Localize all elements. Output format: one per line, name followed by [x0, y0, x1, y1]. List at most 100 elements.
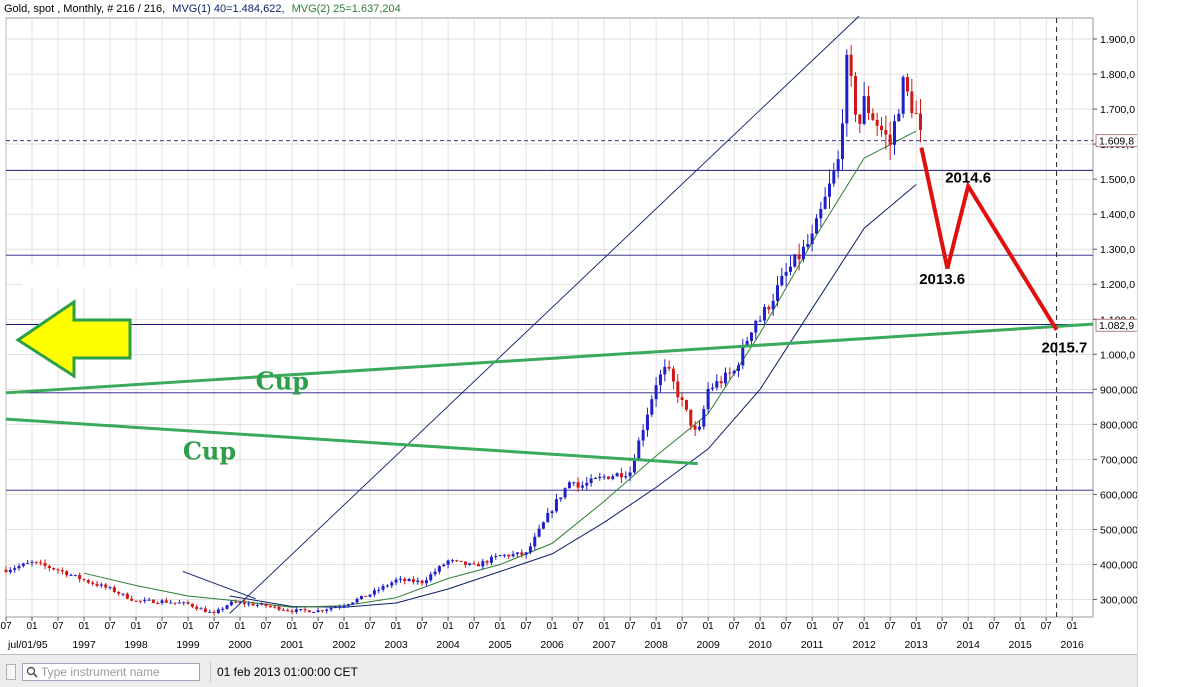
candle — [260, 602, 264, 606]
candle — [364, 595, 368, 597]
candle — [381, 583, 385, 592]
candle-body — [801, 246, 805, 260]
candle — [351, 602, 355, 606]
x-tick-label: 01 — [443, 621, 455, 632]
candle — [251, 601, 255, 606]
candle — [832, 162, 836, 187]
candle — [4, 566, 8, 574]
search-box[interactable] — [22, 663, 200, 681]
candle-body — [242, 602, 246, 605]
x-tick-label: 07 — [52, 621, 64, 632]
candle — [459, 560, 463, 563]
candle-body — [459, 560, 463, 562]
left-arrow-icon — [15, 299, 132, 379]
price-box-label: 1.609,8 — [1099, 136, 1134, 148]
candle — [515, 552, 519, 558]
candle — [164, 597, 168, 604]
y-tick-label: 900,000 — [1100, 384, 1138, 396]
candle-body — [351, 602, 355, 605]
candle — [498, 554, 502, 557]
candle — [494, 553, 498, 560]
candle — [281, 607, 285, 611]
candle — [437, 565, 441, 575]
candle-body — [108, 587, 112, 589]
candle-body — [355, 598, 359, 603]
candle — [229, 600, 233, 607]
candle-body — [520, 552, 524, 555]
candles — [4, 44, 923, 616]
candle — [806, 233, 810, 250]
candle — [199, 607, 203, 610]
candle — [520, 549, 524, 558]
candle — [481, 558, 485, 570]
trend-lines — [182, 15, 860, 614]
candle-body — [502, 554, 506, 556]
instrument-search-input[interactable] — [41, 664, 197, 680]
candle-body — [905, 77, 909, 92]
candle-body — [593, 478, 597, 480]
x-year-label: 2014 — [956, 639, 980, 651]
candle-body — [632, 460, 636, 473]
candle — [749, 331, 753, 346]
candle-body — [342, 605, 346, 607]
candle-body — [897, 113, 901, 122]
candle — [650, 395, 654, 418]
candle-body — [173, 602, 177, 604]
candle-body — [875, 119, 879, 126]
candle-body — [26, 562, 30, 564]
candle-body — [151, 599, 155, 604]
cup-label: Cup — [256, 366, 309, 395]
candle-body — [849, 54, 853, 76]
candle — [429, 571, 433, 583]
candle-body — [489, 556, 493, 563]
candle-body — [229, 601, 233, 606]
candle — [420, 579, 424, 586]
candle — [827, 169, 831, 210]
candlestick-chart[interactable]: 2014.6 2013.6 2015.7 Cup Cup 300,000 400,000 5… — [0, 0, 1195, 654]
candle — [546, 507, 550, 523]
candle — [39, 559, 43, 566]
x-tick-label: 07 — [833, 621, 845, 632]
arrow-shape — [15, 299, 132, 379]
x-tick-label: 07 — [573, 621, 585, 632]
candle-body — [637, 440, 641, 461]
candle-body — [463, 561, 467, 565]
x-tick-label: 07 — [208, 621, 220, 632]
candle-body — [160, 600, 164, 604]
candle-body — [879, 125, 883, 131]
candle — [108, 585, 112, 590]
candle-body — [723, 372, 727, 384]
panel-handle[interactable] — [6, 664, 16, 680]
candle-body — [290, 610, 294, 613]
candle — [385, 584, 389, 588]
candle-body — [533, 536, 537, 547]
candle-body — [654, 385, 658, 400]
candle — [888, 121, 892, 161]
candle-body — [914, 113, 918, 115]
candle — [762, 303, 766, 324]
candle — [433, 568, 437, 577]
search-icon — [26, 666, 38, 678]
candle-body — [225, 605, 229, 609]
candle — [424, 576, 428, 587]
price-axis-panel[interactable] — [1137, 0, 1195, 687]
candle — [346, 603, 350, 608]
candle-body — [697, 426, 701, 430]
legend-mvg2: MVG(2) 25=1.637,204 — [291, 3, 401, 15]
candle-body — [403, 578, 407, 582]
y-tick-label: 300,000 — [1100, 594, 1138, 606]
candle — [277, 605, 281, 612]
candle-body — [143, 599, 147, 601]
candle-body — [871, 113, 875, 120]
y-tick-label: 1.500,0 — [1100, 174, 1135, 186]
candle — [195, 604, 199, 611]
x-tick-label: 07 — [625, 621, 637, 632]
candle-body — [34, 561, 38, 563]
candle — [143, 597, 147, 604]
y-tick-label: 1.800,0 — [1100, 69, 1135, 81]
cup-label: Cup — [183, 436, 236, 465]
candle — [316, 607, 320, 613]
candle-body — [628, 472, 632, 477]
candle-body — [104, 584, 108, 588]
